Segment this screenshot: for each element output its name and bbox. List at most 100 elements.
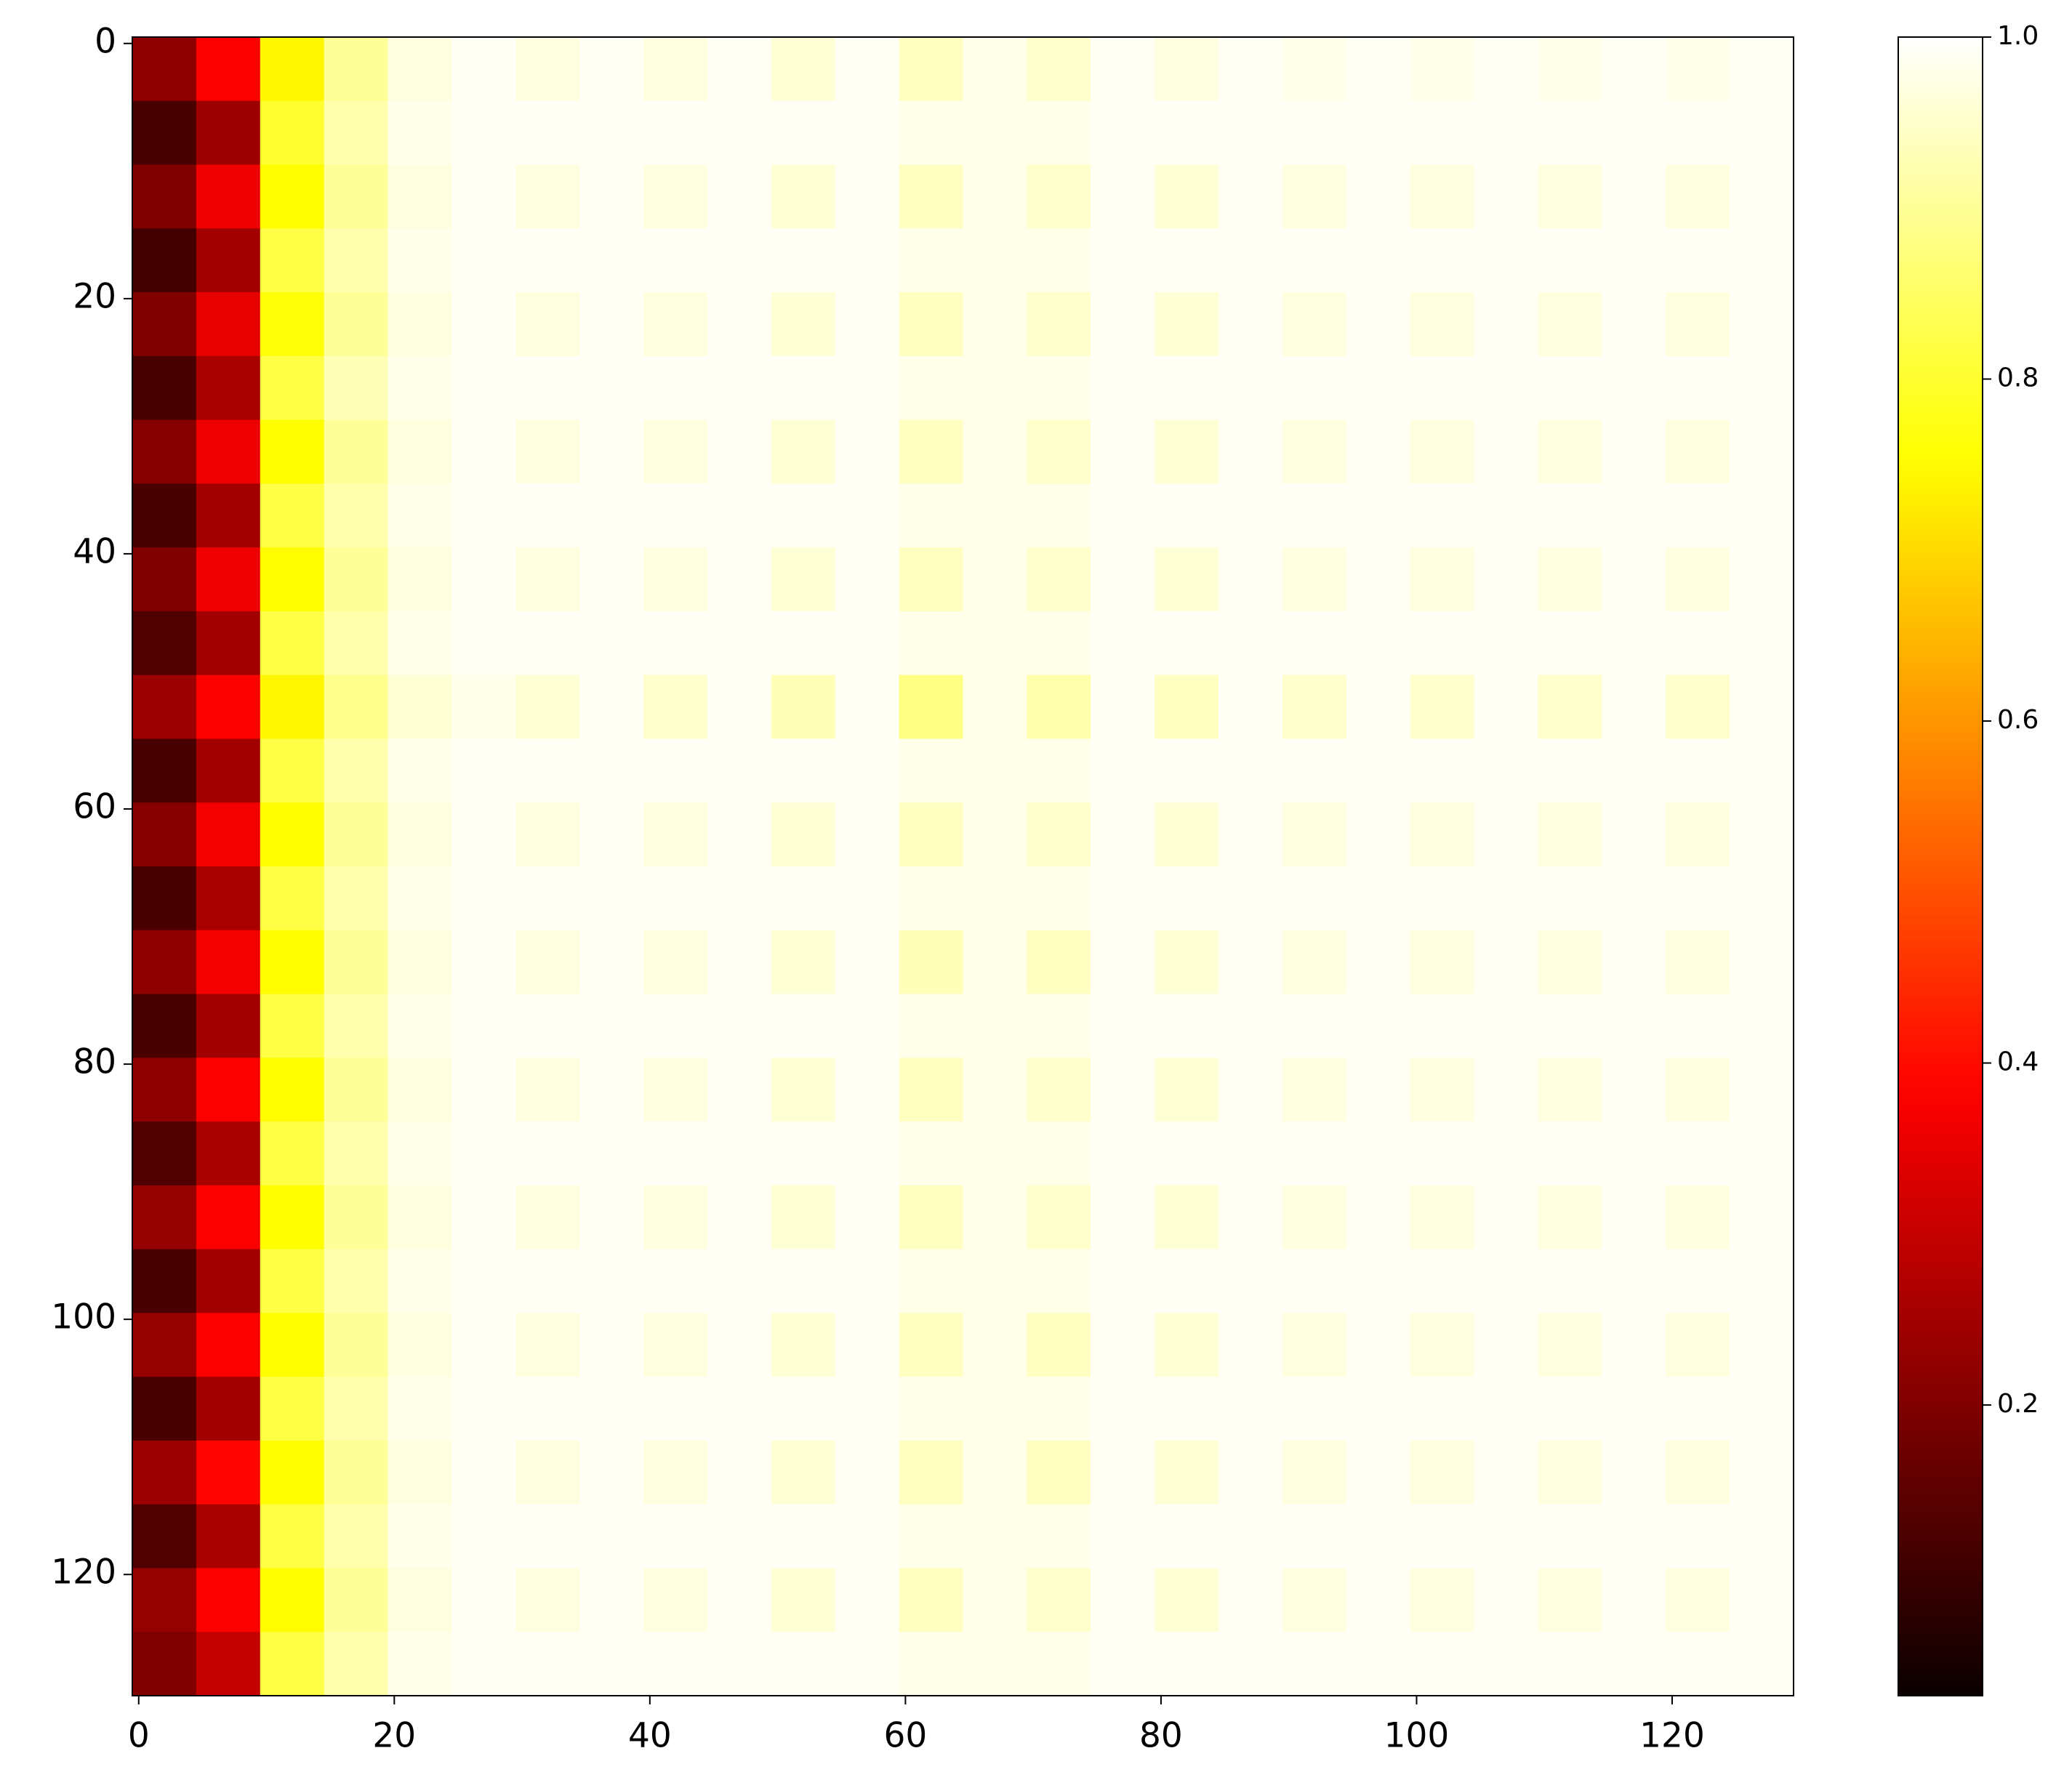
heatmap-cell — [451, 37, 516, 102]
heatmap-cell — [1666, 866, 1730, 931]
heatmap-cell — [771, 738, 836, 803]
heatmap-cell — [1091, 1121, 1155, 1186]
heatmap-cell — [771, 100, 836, 166]
heatmap-cell — [1027, 1121, 1091, 1186]
heatmap-cell — [1410, 1249, 1475, 1313]
heatmap-cell — [643, 164, 708, 229]
heatmap-cell — [899, 738, 964, 803]
heatmap-cell — [1027, 1440, 1091, 1505]
heatmap-cell — [1346, 1504, 1411, 1569]
heatmap-cell — [1410, 355, 1475, 421]
heatmap-cell — [324, 1121, 389, 1186]
colorbar-tick-label: 0.2 — [1997, 1389, 2039, 1419]
heatmap-cell — [1155, 1121, 1219, 1186]
heatmap-cell — [835, 994, 900, 1058]
heatmap-cell — [132, 1313, 197, 1377]
heatmap-cell — [1155, 674, 1219, 740]
heatmap-cell — [1218, 1185, 1283, 1250]
heatmap-cell — [1602, 419, 1666, 484]
heatmap-cell — [515, 292, 580, 357]
heatmap-cell — [1282, 674, 1347, 740]
heatmap-cell — [1155, 738, 1219, 803]
heatmap-cell — [1027, 1185, 1091, 1250]
heatmap-cell — [1602, 483, 1666, 548]
heatmap-cell — [1410, 37, 1475, 102]
heatmap-cell — [451, 866, 516, 931]
x-tick-label: 80 — [1139, 1716, 1183, 1756]
heatmap-cell — [196, 547, 261, 612]
heatmap-cell — [260, 802, 325, 867]
heatmap-cell — [963, 1185, 1027, 1250]
heatmap-cell — [451, 738, 516, 803]
heatmap-cell — [579, 930, 644, 995]
heatmap-cell — [707, 419, 772, 484]
heatmap-cell — [1538, 1440, 1602, 1505]
heatmap-cell — [707, 37, 772, 102]
heatmap-cell — [1666, 994, 1730, 1058]
heatmap-cell — [196, 674, 261, 740]
heatmap-cell — [515, 1058, 580, 1122]
heatmap-cell — [196, 738, 261, 803]
heatmap-cell — [643, 866, 708, 931]
heatmap-cell — [196, 100, 261, 166]
heatmap-cell — [1538, 1568, 1602, 1632]
heatmap-cell — [707, 228, 772, 293]
heatmap-cell — [1730, 292, 1794, 357]
heatmap-cell — [1155, 1313, 1219, 1377]
heatmap-cell — [899, 994, 964, 1058]
heatmap-cell — [579, 738, 644, 803]
heatmap-cell — [899, 292, 964, 357]
heatmap-cell — [1666, 483, 1730, 548]
heatmap-cell — [579, 1249, 644, 1313]
heatmap-cell — [1346, 164, 1411, 229]
heatmap-cell — [1027, 1058, 1091, 1122]
heatmap-cell — [1474, 738, 1539, 803]
heatmap-cell — [1666, 802, 1730, 867]
heatmap-cell — [1730, 1058, 1794, 1122]
heatmap-cell — [899, 930, 964, 995]
heatmap-cell — [963, 866, 1027, 931]
heatmap-cell — [707, 1377, 772, 1441]
heatmap-cell — [1155, 802, 1219, 867]
heatmap-cell — [643, 1249, 708, 1313]
heatmap-cell — [515, 1313, 580, 1377]
heatmap-cell — [1730, 802, 1794, 867]
colorbar-tick-label: 1.0 — [1997, 21, 2039, 51]
heatmap-cell — [1155, 228, 1219, 293]
heatmap-cell — [1538, 1504, 1602, 1569]
heatmap-cell — [707, 1121, 772, 1186]
heatmap-cell — [707, 164, 772, 229]
heatmap-cell — [1474, 100, 1539, 166]
heatmap-cell — [771, 1058, 836, 1122]
heatmap-cell — [707, 674, 772, 740]
heatmap-cell — [1346, 228, 1411, 293]
heatmap-cell — [1730, 1568, 1794, 1632]
heatmap-cell — [1218, 1568, 1283, 1632]
heatmap-cell — [835, 419, 900, 484]
heatmap-cell — [1538, 292, 1602, 357]
heatmap-cell — [1410, 1377, 1475, 1441]
heatmap-cell — [1602, 547, 1666, 612]
heatmap-cell — [451, 930, 516, 995]
heatmap-cell — [132, 1632, 197, 1696]
heatmap-cell — [1666, 292, 1730, 357]
heatmap-cell — [196, 930, 261, 995]
heatmap-cell — [515, 1185, 580, 1250]
heatmap-cell — [260, 738, 325, 803]
heatmap-cell — [963, 37, 1027, 102]
heatmap-cell — [1602, 1249, 1666, 1313]
heatmap-cell — [451, 1568, 516, 1632]
heatmap-cell — [515, 611, 580, 676]
heatmap-cell — [1091, 419, 1155, 484]
heatmap-cell — [388, 164, 453, 229]
heatmap-cell — [1346, 292, 1411, 357]
heatmap-cell — [196, 1568, 261, 1632]
heatmap-cell — [643, 1377, 708, 1441]
heatmap-cell — [1091, 674, 1155, 740]
heatmap-cell — [707, 1313, 772, 1377]
heatmap-cell — [1538, 674, 1602, 740]
heatmap-cell — [1410, 674, 1475, 740]
heatmap-cell — [132, 930, 197, 995]
heatmap-cell — [579, 100, 644, 166]
heatmap-cell — [1602, 355, 1666, 421]
